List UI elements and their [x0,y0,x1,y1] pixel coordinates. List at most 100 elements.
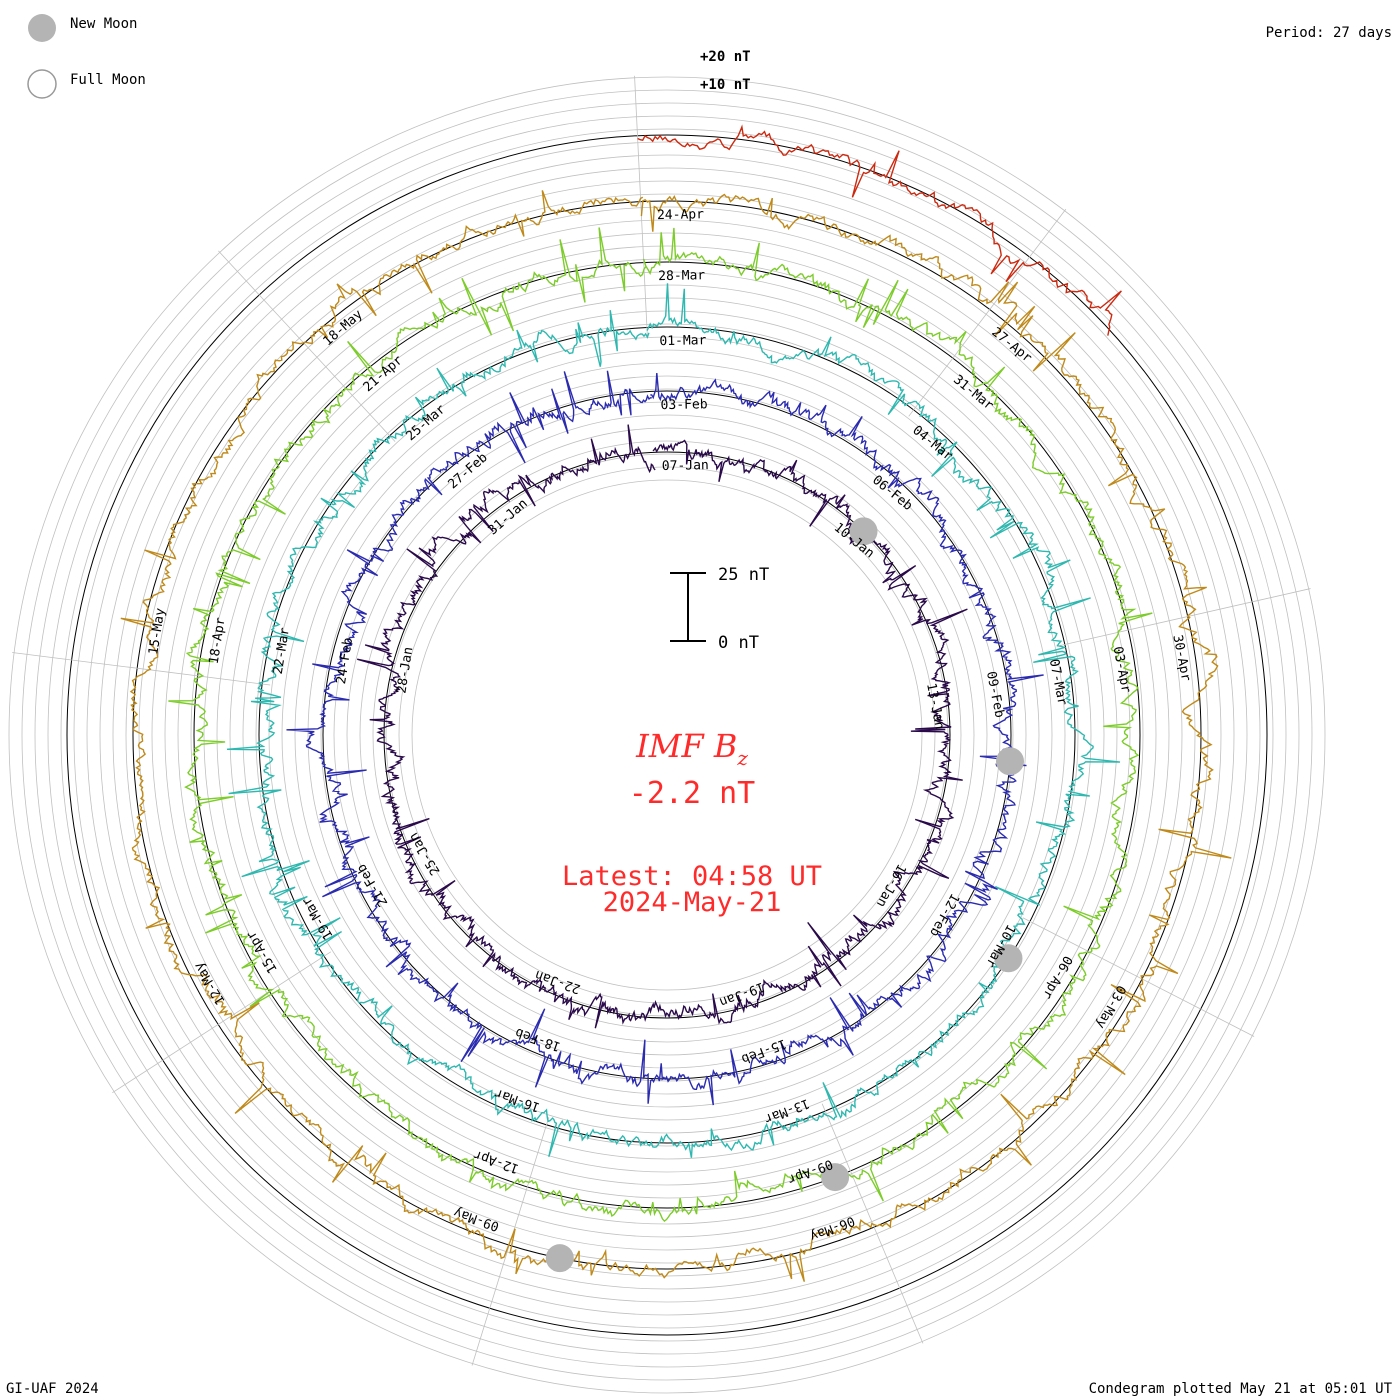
date-label-4-3: 03-Apr [1110,645,1134,694]
grid-ring [112,180,1222,1290]
date-spoke [12,652,271,686]
imf-title-main: IMF B [635,727,737,765]
bz-trace-cycle-4 [168,227,1153,1223]
date-spoke [218,250,396,442]
grid-ring [60,128,1274,1342]
cycle-baseline-4 [193,261,1141,1209]
date-label-2-7: 21-Feb [354,861,391,909]
scale-bar-bottom-label: 0 nT [718,633,759,653]
grid-ring [242,310,1092,1160]
new-moon-marker-4 [821,1163,850,1192]
imf-title: IMF Bz [635,727,748,770]
date-label-4-7: 15-Apr [244,928,281,976]
scale-bar-top-label: 25 nT [718,565,769,585]
period-label: Period: 27 days [1266,25,1392,41]
date-label-4-6: 12-Apr [471,1146,520,1175]
bz-traces [120,124,1232,1282]
date-label-1-8: 28-Jan [394,646,416,695]
date-label-2-1: 03-Feb [660,397,707,413]
grid-rings [8,76,1326,1394]
grid-ring [73,141,1261,1329]
grid-ring [203,271,1131,1199]
date-label-5-6: 09-May [452,1204,501,1233]
grid-ring [99,167,1235,1303]
grid-ring [359,427,975,1043]
date-label-5-8: 15-May [146,607,168,656]
grid-ring [333,401,1001,1069]
plotted-label: Condegram plotted May 21 at 05:01 UT [1089,1381,1393,1397]
grid-ring [398,466,936,1004]
date-label-2-8: 24-Feb [334,636,356,685]
date-spoke [1022,917,1255,1037]
grid-ring [320,388,1014,1082]
bz-trace-cycle-3 [226,283,1121,1158]
ring-scale-label-inner: +10 nT [700,77,751,93]
full-moon-legend-icon [27,69,57,99]
date-label-3-2: 04-Mar [909,423,955,464]
date-label-1-6: 22-Jan [533,967,582,996]
date-label-5-9: 18-May [321,307,366,349]
new-moon-legend-icon [28,14,56,42]
date-label-4-8: 18-Apr [207,616,229,665]
date-label-1-1: 07-Jan [662,458,709,474]
grid-ring [86,154,1248,1316]
grid-ring [164,232,1170,1238]
grid-ring [177,245,1157,1225]
grid-ring [125,193,1209,1277]
full-moon-legend-label: Full Moon [70,72,146,88]
new-moon-marker-1 [849,517,878,546]
grid-ring [8,76,1326,1394]
bz-trace-cycle-6 [637,124,1122,336]
latest-time: Latest: 04:58 UT [562,861,822,892]
date-label-1-4: 16-Jan [873,861,909,909]
bz-trace-cycle-1 [357,424,968,1029]
new-moon-marker-5 [545,1244,574,1273]
grid-ring [411,479,923,991]
date-label-1-9: 31-Jan [486,496,531,538]
date-label-1-3: 13-Jan [923,682,947,731]
grid-ring [294,362,1040,1108]
date-label-5-4: 03-May [1092,982,1128,1031]
credit-label: GI-UAF 2024 [6,1381,99,1397]
date-spoke [1056,588,1311,647]
current-value: -2.2 nT [629,776,755,811]
cycle-baseline-3 [258,326,1076,1144]
new-moon-marker-3 [994,944,1023,973]
grid-ring [151,219,1183,1251]
grid-ring [47,115,1287,1355]
grid-ring [268,336,1066,1134]
date-label-5-5: 06-May [807,1213,856,1244]
date-label-4-2: 31-Mar [950,372,996,413]
date-label-3-1: 01-Mar [659,333,706,349]
scale-bar [670,572,706,642]
moon-markers [545,517,1024,1273]
ring-scale-label-outer: +20 nT [700,49,751,65]
grid-ring [34,102,1300,1368]
grid-ring [346,414,988,1056]
grid-ring [255,323,1079,1147]
date-label-5-2: 27-Apr [988,325,1034,366]
date-label-2-6: 18-Feb [513,1024,562,1053]
date-label-4-1: 28-Mar [658,268,705,284]
new-moon-marker-2 [995,747,1024,776]
grid-ring [190,258,1144,1212]
grid-ring [21,89,1313,1381]
new-moon-legend-label: New Moon [70,16,137,32]
grid-ring [138,206,1196,1264]
date-spoke [634,75,648,336]
date-label-5-3: 30-Apr [1169,634,1193,683]
date-spoke [908,208,1067,417]
bz-trace-cycle-5 [120,190,1232,1282]
date-spoke [112,951,332,1094]
grid-ring [372,440,962,1030]
cycle-baseline-6 [66,134,1268,1336]
grid-ring [281,349,1053,1121]
date-label-3-8: 22-Mar [271,626,293,675]
imf-title-sub: z [736,746,748,770]
date-label-5-1: 24-Apr [657,207,704,223]
grid-ring [307,375,1027,1095]
latest-date: 2024-May-21 [603,887,782,918]
date-label-3-3: 07-Mar [1046,658,1070,707]
bz-trace-cycle-2 [286,370,1044,1106]
